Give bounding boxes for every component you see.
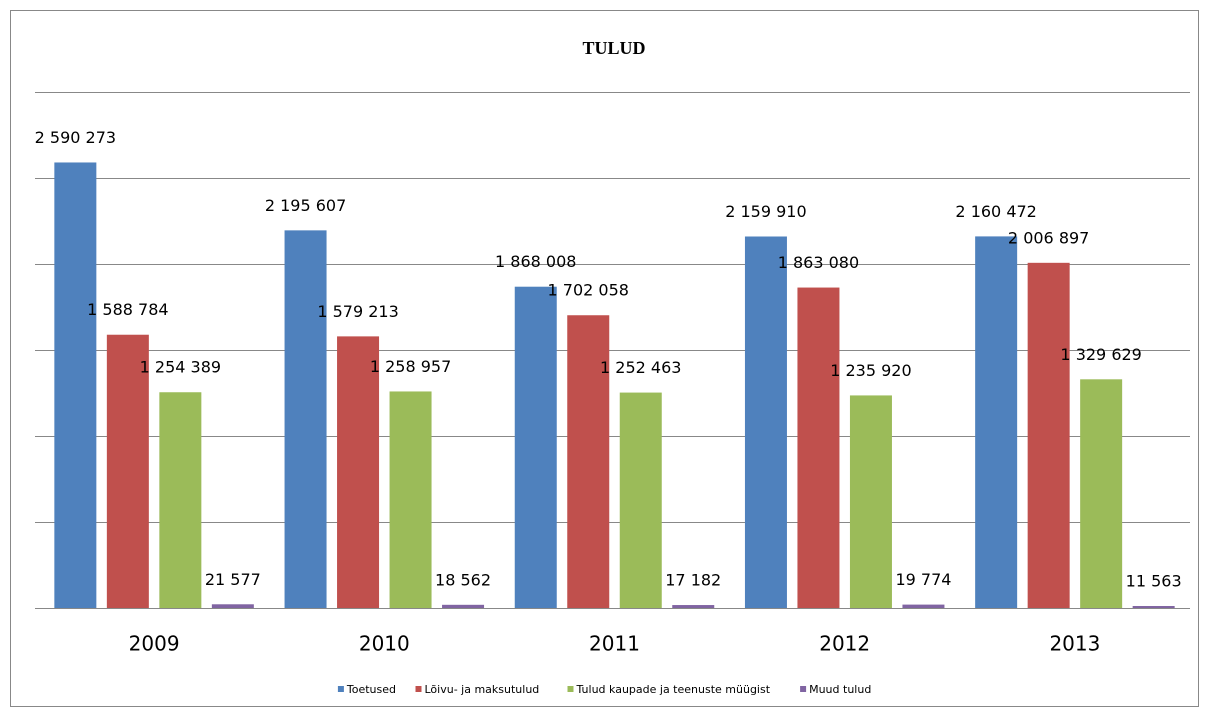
value-label: 1 254 389 <box>140 358 221 377</box>
bar <box>672 605 715 608</box>
legend-swatch <box>415 686 422 692</box>
bar <box>567 315 610 608</box>
x-tick-label: 2010 <box>359 632 410 656</box>
value-label: 1 702 058 <box>548 281 629 300</box>
x-tick-label: 2011 <box>589 632 640 656</box>
x-tick-label: 2009 <box>129 632 180 656</box>
chart-title: TULUD <box>582 38 645 58</box>
bar <box>284 230 327 608</box>
bar <box>442 604 485 608</box>
value-label: 2 006 897 <box>1008 228 1089 247</box>
bar <box>106 334 149 608</box>
value-label: 1 863 080 <box>778 253 859 272</box>
bar <box>744 236 787 608</box>
bar <box>54 162 97 609</box>
bar <box>514 286 557 608</box>
legend-label: Muud tulud <box>809 683 871 696</box>
value-label: 17 182 <box>665 571 721 590</box>
legend-swatch <box>337 686 344 692</box>
value-label: 1 579 213 <box>317 302 398 321</box>
bar <box>211 604 254 608</box>
legend-swatch <box>800 686 807 692</box>
value-label: 1 258 957 <box>370 357 451 376</box>
legend-label: Tulud kaupade ja teenuste müügist <box>576 683 771 696</box>
bar <box>389 391 432 608</box>
legend-label: Lõivu- ja maksutulud <box>425 683 540 696</box>
x-tick-label: 2012 <box>819 632 870 656</box>
bar <box>1027 262 1070 608</box>
value-label: 1 868 008 <box>495 252 576 271</box>
value-label: 1 588 784 <box>87 300 168 319</box>
bar <box>619 392 662 608</box>
bar <box>902 604 945 608</box>
value-label: 18 562 <box>435 570 491 589</box>
bar <box>1132 606 1175 609</box>
value-label: 2 195 607 <box>265 196 346 215</box>
legend-label: Toetused <box>346 683 396 696</box>
value-label: 11 563 <box>1126 572 1182 591</box>
value-label: 1 329 629 <box>1060 345 1141 364</box>
legend-swatch <box>567 686 574 692</box>
value-label: 1 252 463 <box>600 358 681 377</box>
bar <box>975 236 1018 609</box>
value-label: 2 159 910 <box>725 202 806 221</box>
value-label: 21 577 <box>205 570 261 589</box>
value-label: 19 774 <box>895 570 951 589</box>
bar <box>337 336 380 608</box>
value-label: 1 235 920 <box>830 361 911 380</box>
bar <box>159 392 202 608</box>
value-label: 2 160 472 <box>955 202 1036 221</box>
value-label: 2 590 273 <box>35 128 116 147</box>
bar <box>849 395 892 608</box>
x-tick-label: 2013 <box>1049 632 1100 656</box>
bar <box>1080 379 1123 608</box>
bar <box>797 287 840 608</box>
